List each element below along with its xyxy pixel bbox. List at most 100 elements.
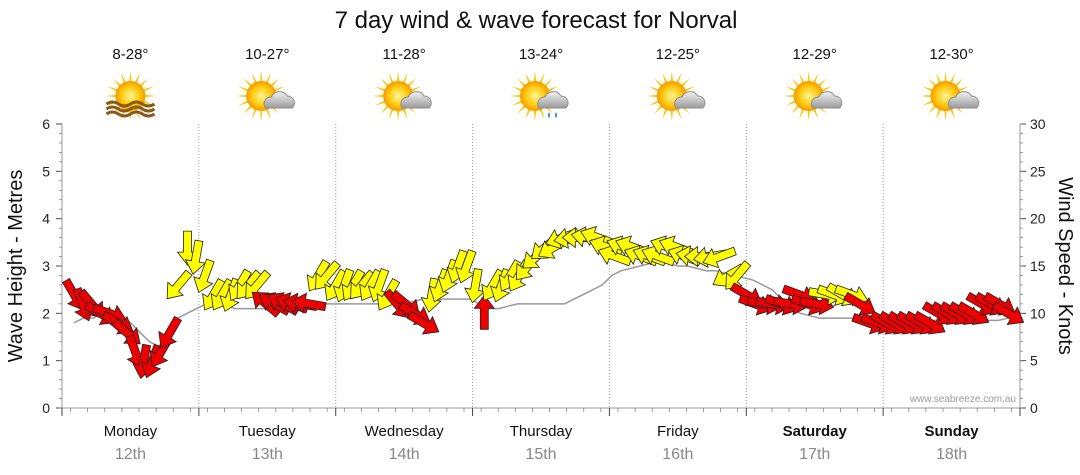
day-temperature: 13-24° <box>519 46 563 63</box>
cloud-shape <box>263 91 295 109</box>
sun-ray <box>791 78 800 88</box>
left-axis-tick-label: 1 <box>42 353 50 369</box>
sun-ray <box>539 72 545 84</box>
day-date-label: 12th <box>115 446 146 463</box>
sun-ray <box>510 94 522 98</box>
cloud-shape <box>947 91 980 109</box>
sun-ray <box>251 108 258 120</box>
sun-ray <box>676 108 682 120</box>
haze-wave <box>105 100 156 108</box>
sun-ray <box>243 78 253 88</box>
wind-arrow <box>406 310 440 335</box>
rain-drop <box>548 112 550 118</box>
left-axis: 0 1 2 3 4 5 6 <box>42 116 62 416</box>
sun-ray <box>670 109 674 121</box>
cloud-shape <box>674 91 706 109</box>
x-axis: Monday 12th Tuesday 13th Wednesday 14th Thursd… <box>61 408 1021 463</box>
sun-ray <box>139 78 149 88</box>
cloud-shape <box>810 91 843 109</box>
sun-ray <box>236 94 248 98</box>
day-temperature: 12-29° <box>793 46 837 63</box>
day-date-label: 16th <box>662 446 693 463</box>
sun-ray <box>105 94 117 98</box>
right-axis-tick-label: 0 <box>1030 400 1038 416</box>
sun-ray <box>684 86 695 92</box>
sun-cloud-icon <box>236 71 295 121</box>
sun-ray <box>373 94 385 98</box>
sun-ray <box>407 78 416 88</box>
sun-cloud-rain-icon <box>510 71 569 121</box>
sun-ray <box>783 94 795 98</box>
sun-cloud-icon <box>783 71 843 121</box>
sun-haze-icon <box>105 71 156 121</box>
sun-ray <box>949 108 956 120</box>
sun-ray <box>243 104 253 114</box>
right-axis-tick-label: 10 <box>1030 305 1046 321</box>
left-axis-label: Wave Height - Metres <box>5 170 27 363</box>
sun-ray <box>927 104 937 114</box>
sun-ray <box>954 78 964 88</box>
sun-ray <box>396 109 400 121</box>
chart-title: 7 day wind & wave forecast for Norval <box>335 7 738 34</box>
sun-ray <box>785 100 797 106</box>
day-date-label: 15th <box>525 446 556 463</box>
sun-ray <box>511 86 523 92</box>
wind-arrow <box>702 246 737 269</box>
sun-ray <box>410 86 422 92</box>
wind-arrow <box>991 301 1025 325</box>
sun-ray <box>260 109 263 121</box>
sun-ray <box>112 78 122 88</box>
sun-ray <box>812 108 819 120</box>
haze-wave <box>105 105 156 113</box>
wind-arrow <box>473 294 496 330</box>
day-name-label: Saturday <box>783 423 848 440</box>
left-axis-tick-label: 6 <box>42 116 50 132</box>
right-axis-tick-label: 25 <box>1030 163 1046 179</box>
sun-ray <box>944 109 947 121</box>
sun-ray <box>517 78 527 88</box>
sun-ray <box>799 108 805 120</box>
day-temperature: 12-30° <box>929 46 973 63</box>
sun-ray <box>807 71 810 83</box>
right-axis-tick-label: 20 <box>1030 211 1046 227</box>
sun-ray <box>251 72 258 84</box>
right-axis-tick-label: 5 <box>1030 353 1038 369</box>
sun-ray <box>654 78 663 88</box>
sun-ray <box>949 72 956 84</box>
day-date-label: 18th <box>936 446 967 463</box>
left-axis-tick-label: 4 <box>42 211 50 227</box>
day-temperature: 11-28° <box>383 46 426 63</box>
sun-ray <box>944 71 947 83</box>
sun-ray <box>662 72 668 84</box>
sun-ray <box>799 72 805 84</box>
sun-cloud-icon <box>920 71 980 121</box>
sun-ray <box>525 72 531 84</box>
sun-ray <box>654 104 663 114</box>
sun-ray <box>807 109 810 121</box>
day-name-label: Thursday <box>510 423 573 440</box>
sun-ray <box>265 108 271 120</box>
day-temperature: 8-28° <box>112 46 148 63</box>
sun-ray <box>142 86 154 92</box>
right-axis-tick-label: 30 <box>1030 116 1046 132</box>
sun-cloud-icon <box>646 71 706 121</box>
wind-arrow <box>193 258 215 294</box>
wind-arrow <box>843 291 876 316</box>
right-axis-label: Wind Speed - Knots <box>1054 177 1076 355</box>
sun-ray <box>375 100 386 106</box>
cloud-shape <box>537 91 569 109</box>
cloud-shape <box>400 91 432 109</box>
sun-ray <box>920 94 932 98</box>
sun-ray <box>646 94 658 98</box>
sun-ray <box>270 78 279 88</box>
sun-ray <box>388 72 394 84</box>
sun-ray <box>396 71 400 83</box>
day-name-label: Wednesday <box>365 423 444 440</box>
day-temperature: 12-25° <box>656 46 700 63</box>
sun-ray <box>402 72 408 84</box>
sun-ray <box>547 86 559 92</box>
day-name-label: Sunday <box>924 423 979 440</box>
day-temperature: 10-27° <box>245 46 289 63</box>
sun-ray <box>539 108 545 120</box>
